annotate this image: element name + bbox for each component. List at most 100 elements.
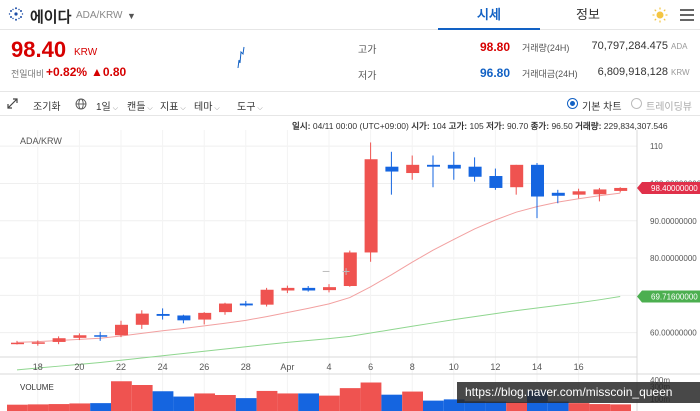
ma-tag-label: 69.71600000 (651, 292, 698, 301)
zoom-in-button[interactable]: + (342, 263, 350, 279)
volume-bar (235, 398, 257, 411)
candle-body (177, 315, 191, 321)
volume-bar (194, 393, 215, 411)
reset-button[interactable]: 조기화 (33, 102, 61, 113)
tools-label: 도구 (237, 102, 256, 113)
period-select[interactable]: 1일 ⌵ (96, 98, 118, 113)
info-high-value: 105 (469, 121, 484, 131)
candle-body (531, 164, 544, 197)
x-tick-label: Apr (280, 362, 294, 372)
sun-icon[interactable] (652, 7, 668, 23)
candle-body (219, 303, 232, 313)
volume-bar (547, 401, 569, 411)
candle-body (302, 287, 316, 291)
volume-label: VOLUME (20, 383, 54, 392)
coin-name[interactable]: 에이다 (30, 9, 72, 26)
chevron-down-icon: ⌵ (147, 105, 153, 112)
volume-bar (423, 400, 444, 411)
volume-24h-label: 거래량(24H) (522, 43, 570, 53)
volume-bar (152, 391, 174, 411)
globe-icon[interactable] (75, 98, 87, 110)
y-tick-label: 80.00000000 (650, 254, 697, 263)
zoom-out-button[interactable]: − (322, 263, 330, 279)
x-tick-label: 24 (158, 362, 168, 372)
volume-bar (173, 396, 195, 411)
x-tick-label: 14 (532, 362, 542, 372)
menu-icon[interactable] (680, 9, 694, 21)
basic-chart-label[interactable]: 기본 차트 (582, 102, 622, 113)
change-label: 전일대비 (11, 69, 45, 79)
volume-bar (256, 390, 278, 411)
tradingview-radio[interactable] (631, 98, 642, 109)
candle-body (52, 338, 66, 342)
indicator-label: 지표 (160, 102, 179, 113)
price-unit: KRW (74, 47, 98, 58)
volume-bar (111, 381, 132, 411)
cardano-logo-icon (8, 7, 24, 21)
info-low-label: 저가: (486, 121, 505, 131)
volume-bar (610, 404, 631, 411)
candle-body (489, 176, 503, 188)
x-tick-label: 8 (410, 362, 415, 372)
candle-label: 캔들 (127, 102, 146, 113)
open-label: 시가: (411, 121, 430, 131)
change-rate: +0.82% (46, 65, 88, 79)
candle-select[interactable]: 캔들 ⌵ (127, 98, 153, 113)
volume-bar (589, 404, 611, 411)
candle-body (11, 342, 24, 345)
coin-pair: ADA/KRW (76, 10, 123, 21)
x-tick-label: 6 (368, 362, 373, 372)
info-high-label: 고가: (448, 121, 468, 131)
amount-24h-unit: KRW (671, 68, 690, 77)
volume-bar (464, 401, 486, 411)
volume-bar (568, 403, 590, 411)
tab-market-price[interactable]: 시세 (438, 0, 540, 30)
period-label: 1일 (96, 102, 111, 113)
close-value: 96.50 (551, 121, 573, 131)
info-volume-value: 229,834,307.546 (603, 121, 668, 131)
candle-body (614, 187, 628, 191)
volume-24h-value: 70,797,284.475 (591, 40, 668, 52)
volume-bar (131, 385, 153, 411)
basic-chart-radio[interactable] (567, 98, 578, 109)
indicator-select[interactable]: 지표 ⌵ (160, 98, 186, 113)
volume-series (7, 381, 631, 411)
tools-select[interactable]: 도구 ⌵ (237, 98, 263, 113)
candle-body (406, 164, 420, 174)
chevron-down-icon: ⌵ (214, 105, 220, 112)
ma-tag (637, 290, 700, 303)
candle-body (94, 335, 108, 337)
current-price-tag-label: 98.40000000 (651, 184, 698, 193)
expand-icon[interactable] (7, 98, 18, 109)
price-tags: 98.40000000 69.71600000 (637, 181, 700, 303)
candle-body (572, 191, 586, 195)
candle-body (364, 159, 378, 253)
candlestick-series (11, 142, 628, 346)
info-volume-label: 거래량: (575, 121, 602, 131)
chevron-down-icon: ⌵ (180, 105, 186, 112)
price-chart[interactable]: 182022242628Apr46810121416110100.0000000… (0, 130, 700, 411)
chart-grid (0, 130, 700, 411)
amount-24h-label: 거래대금(24H) (522, 69, 578, 79)
coin-select-dropdown-icon[interactable]: ▼ (127, 11, 136, 21)
theme-select[interactable]: 테마 ⌵ (194, 98, 220, 113)
amount-24h-value: 6,809,918,128 (597, 66, 668, 78)
x-tick-label: 22 (116, 362, 126, 372)
chevron-down-icon: ⌵ (257, 105, 263, 112)
volume-bar (443, 399, 465, 411)
tradingview-label[interactable]: 트레이딩뷰 (646, 102, 692, 113)
volume-bar (48, 404, 70, 411)
moving-average-lines (16, 192, 621, 371)
volume-bar (339, 388, 361, 411)
volume-tick-label: 400m (650, 376, 670, 385)
ma-long-line (16, 295, 621, 371)
zoom-controls: − + (322, 263, 350, 279)
high-label: 고가 (358, 45, 377, 56)
price-summary: 98.40 KRW 전일대비 +0.82% ▲0.80 고가 98.80 저가 … (0, 30, 700, 92)
volume-bar (298, 393, 319, 411)
y-tick-label: 60.00000000 (650, 329, 697, 338)
chevron-down-icon: ⌵ (112, 105, 119, 112)
tab-info[interactable]: 정보 (576, 7, 600, 22)
info-low-value: 90.70 (506, 121, 529, 131)
candle-body (510, 164, 524, 188)
